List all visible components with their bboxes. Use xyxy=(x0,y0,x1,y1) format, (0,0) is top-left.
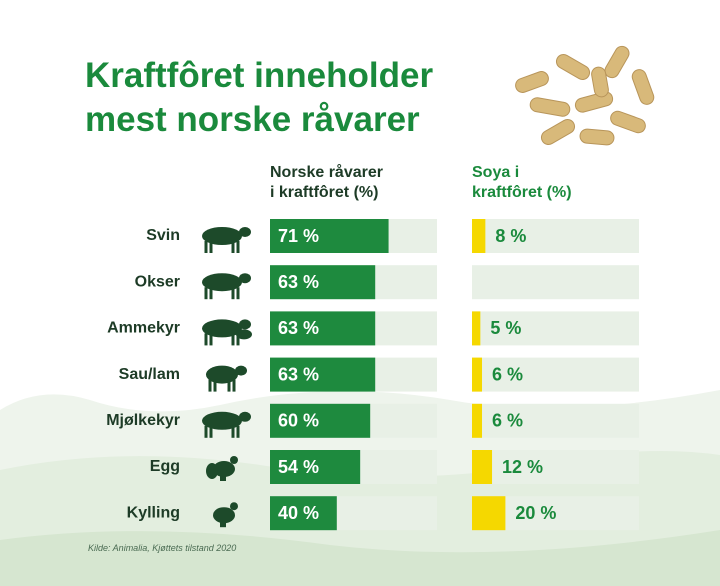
value-label: 5 % xyxy=(490,318,521,338)
body xyxy=(213,507,235,524)
bar xyxy=(472,403,483,438)
value-label: 6 % xyxy=(492,364,523,384)
leg xyxy=(231,241,235,253)
series-header: Norske råvarer i kraftfôret (%) xyxy=(270,164,383,201)
body xyxy=(202,227,242,245)
body xyxy=(202,319,242,338)
body xyxy=(213,461,235,477)
head xyxy=(239,319,251,330)
head xyxy=(235,365,247,376)
bar xyxy=(270,403,371,438)
leg xyxy=(231,287,235,300)
bar-track xyxy=(472,311,639,346)
value-label: 71 % xyxy=(278,226,319,246)
chart-title: Kraftfôret inneholder mest norske råvare… xyxy=(85,56,434,139)
bar-track xyxy=(472,357,639,392)
animal-icon xyxy=(202,227,251,253)
head xyxy=(230,456,238,464)
value-label: 6 % xyxy=(492,411,523,431)
leg xyxy=(213,379,217,392)
leg xyxy=(209,287,213,300)
value-label: 40 % xyxy=(278,503,319,523)
category-label: Mjølkekyr xyxy=(106,412,180,429)
body xyxy=(206,365,238,384)
value-label: 12 % xyxy=(502,457,543,477)
animal-icon xyxy=(206,456,238,481)
bar xyxy=(472,496,506,531)
leg xyxy=(208,379,212,392)
source: Kilde: Animalia, Kjøttets tilstand 2020 xyxy=(88,543,237,553)
bar-track xyxy=(472,219,639,253)
leg xyxy=(204,333,208,346)
legs xyxy=(220,521,226,528)
value-label: 60 % xyxy=(278,411,319,431)
calf xyxy=(236,329,252,340)
value-label: 63 % xyxy=(278,272,319,292)
animal-icon xyxy=(202,273,251,300)
bar xyxy=(270,265,376,300)
bar-track xyxy=(472,450,639,484)
bar xyxy=(270,450,361,484)
value-label: 63 % xyxy=(278,318,319,338)
head xyxy=(230,502,238,511)
bar xyxy=(270,496,337,531)
legs xyxy=(220,475,226,481)
bar-track xyxy=(472,265,639,300)
hill xyxy=(0,530,720,586)
leg xyxy=(236,241,240,253)
leg xyxy=(204,287,208,300)
value-label: 20 % xyxy=(515,503,556,523)
value-label: 8 % xyxy=(495,226,526,246)
bar xyxy=(472,219,486,253)
leg xyxy=(231,333,235,346)
bar xyxy=(270,311,376,346)
animal-icon xyxy=(202,319,252,346)
leg xyxy=(232,379,236,392)
head xyxy=(239,227,251,237)
bar xyxy=(472,450,493,484)
value-label: 54 % xyxy=(278,457,319,477)
bar xyxy=(270,219,389,253)
leg xyxy=(204,241,208,253)
animal-icon xyxy=(202,411,251,438)
leg xyxy=(236,287,240,300)
category-label: Ammekyr xyxy=(107,320,180,337)
leg xyxy=(209,241,213,253)
category-label: Sau/lam xyxy=(119,366,180,383)
leg xyxy=(236,425,240,438)
bar-track xyxy=(472,403,639,438)
body xyxy=(202,273,242,292)
value-label: 63 % xyxy=(278,364,319,384)
body xyxy=(202,411,242,430)
leg xyxy=(209,425,213,438)
series-header: Soya i kraftfôret (%) xyxy=(472,164,572,201)
leg xyxy=(236,333,240,346)
category-label: Kylling xyxy=(127,504,180,521)
animal-icon xyxy=(206,365,247,392)
leg xyxy=(231,425,235,438)
pellets xyxy=(515,45,655,146)
bar xyxy=(472,357,483,392)
category-label: Svin xyxy=(146,227,180,244)
head xyxy=(239,273,251,284)
bar xyxy=(270,357,376,392)
category-label: Egg xyxy=(150,458,180,475)
head xyxy=(239,411,251,422)
bar xyxy=(472,311,481,346)
category-label: Okser xyxy=(135,273,180,290)
leg xyxy=(227,379,231,392)
leg xyxy=(204,425,208,438)
animal-icon xyxy=(213,502,238,528)
leg xyxy=(209,333,213,346)
